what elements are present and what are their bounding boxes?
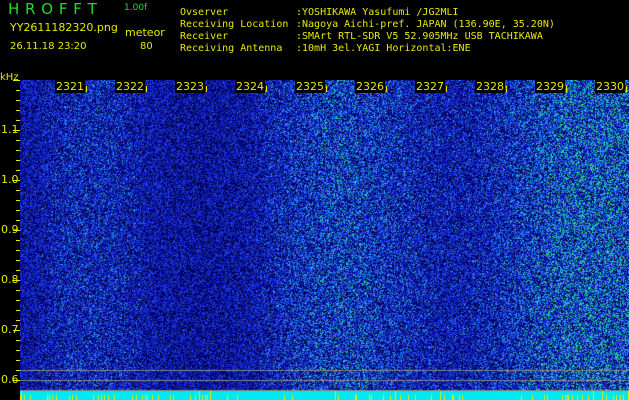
y-minor-tick: [16, 190, 20, 191]
y-tick-label: 0.7: [1, 323, 19, 336]
y-minor-tick: [16, 210, 20, 211]
y-tick-label: 0.9: [1, 223, 19, 236]
x-tick-label: 2322: [115, 80, 145, 93]
meteor-label: meteor: [125, 26, 165, 39]
meteor-count: 80: [140, 41, 153, 52]
y-minor-tick: [16, 360, 20, 361]
x-tick-label: 2329: [535, 80, 565, 93]
y-minor-tick: [13, 380, 20, 381]
y-minor-tick: [16, 370, 20, 371]
y-minor-tick: [13, 330, 20, 331]
y-minor-tick: [13, 230, 20, 231]
file-name: YY2611182320.png: [10, 21, 118, 34]
x-tick-label: 2328: [475, 80, 505, 93]
y-tick-label: 0.6: [1, 373, 19, 386]
y-minor-tick: [16, 90, 20, 91]
x-tick-label: 2323: [175, 80, 205, 93]
x-tick-label: 2324: [235, 80, 265, 93]
y-minor-tick: [16, 340, 20, 341]
info-location: Receiving Location:Nagoya Aichi-pref. JA…: [180, 19, 555, 30]
y-minor-tick: [16, 220, 20, 221]
x-tick-label: 2326: [355, 80, 385, 93]
y-minor-tick: [16, 150, 20, 151]
y-minor-tick: [13, 280, 20, 281]
info-observer: Ovserver:YOSHIKAWA Yasufumi /JG2MLI: [180, 7, 459, 18]
y-minor-tick: [16, 290, 20, 291]
info-receiver: Receiver:SMArt RTL-SDR V5 52.905MHz USB …: [180, 31, 543, 42]
x-tick: [266, 86, 267, 92]
y-minor-tick: [16, 120, 20, 121]
x-tick-label: 2330: [595, 80, 625, 93]
x-tick: [626, 86, 627, 92]
y-minor-tick: [13, 80, 20, 81]
x-tick: [326, 86, 327, 92]
y-axis-unit: kHz: [0, 72, 19, 83]
spectrogram: [20, 80, 629, 400]
y-minor-tick: [16, 250, 20, 251]
y-minor-tick: [16, 240, 20, 241]
x-tick: [506, 86, 507, 92]
x-tick-label: 2327: [415, 80, 445, 93]
x-tick: [446, 86, 447, 92]
y-tick-label: 1.0: [1, 173, 19, 186]
y-minor-tick: [16, 350, 20, 351]
app-version: 1.00f: [124, 3, 148, 13]
y-tick-label: 0.8: [1, 273, 19, 286]
y-tick-label: 1.1: [1, 123, 19, 136]
y-minor-tick: [16, 270, 20, 271]
y-minor-tick: [16, 140, 20, 141]
y-minor-tick: [16, 300, 20, 301]
y-minor-tick: [13, 130, 20, 131]
y-minor-tick: [16, 260, 20, 261]
y-minor-tick: [16, 160, 20, 161]
y-minor-tick: [16, 100, 20, 101]
y-minor-tick: [16, 320, 20, 321]
x-tick: [86, 86, 87, 92]
app-title: H R O F F T: [8, 0, 98, 18]
x-tick: [566, 86, 567, 92]
info-antenna: Receiving Antenna:10mH 3el.YAGI Horizont…: [180, 43, 471, 54]
x-tick-label: 2325: [295, 80, 325, 93]
x-tick: [206, 86, 207, 92]
y-minor-tick: [16, 200, 20, 201]
y-minor-tick: [16, 170, 20, 171]
x-tick: [146, 86, 147, 92]
y-minor-tick: [13, 180, 20, 181]
datetime: 26.11.18 23:20: [10, 41, 87, 52]
y-minor-tick: [16, 110, 20, 111]
y-minor-tick: [16, 310, 20, 311]
x-tick-label: 2321: [55, 80, 85, 93]
x-tick: [386, 86, 387, 92]
